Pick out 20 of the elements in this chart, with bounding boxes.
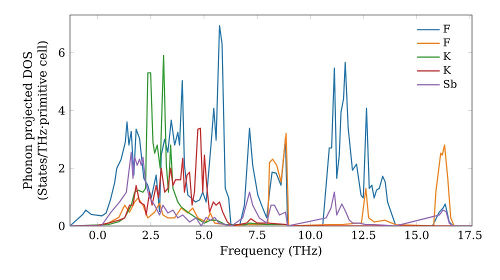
y-axis-title: Phonon projected DOS (States/THz·primitive cell) bbox=[22, 41, 49, 200]
y-tick-label: 2 bbox=[58, 164, 64, 172]
x-tick-label: 10.0 bbox=[299, 230, 322, 240]
y-tick-label: 6 bbox=[58, 48, 65, 57]
legend-label: F bbox=[444, 24, 450, 33]
legend-label: K bbox=[444, 52, 452, 60]
x-tick-label: 0.0 bbox=[89, 230, 106, 240]
legend-label: F bbox=[444, 38, 450, 46]
x-tick-label: 5.0 bbox=[196, 230, 212, 240]
legend-label: Sb bbox=[444, 80, 457, 88]
y-tick-label: 0 bbox=[58, 222, 65, 230]
y-tick-label: 4 bbox=[58, 106, 65, 115]
x-axis-title: Frequency (THz) bbox=[220, 246, 322, 258]
legend-label: K bbox=[444, 66, 452, 74]
x-tick-label: 12.5 bbox=[352, 230, 376, 240]
x-tick-label: 2.5 bbox=[142, 230, 159, 240]
x-tick-label: 15.0 bbox=[406, 230, 429, 240]
x-tick-label: 7.5 bbox=[249, 230, 266, 240]
x-tick-label: 17.5 bbox=[458, 230, 482, 240]
line-series bbox=[70, 152, 472, 226]
